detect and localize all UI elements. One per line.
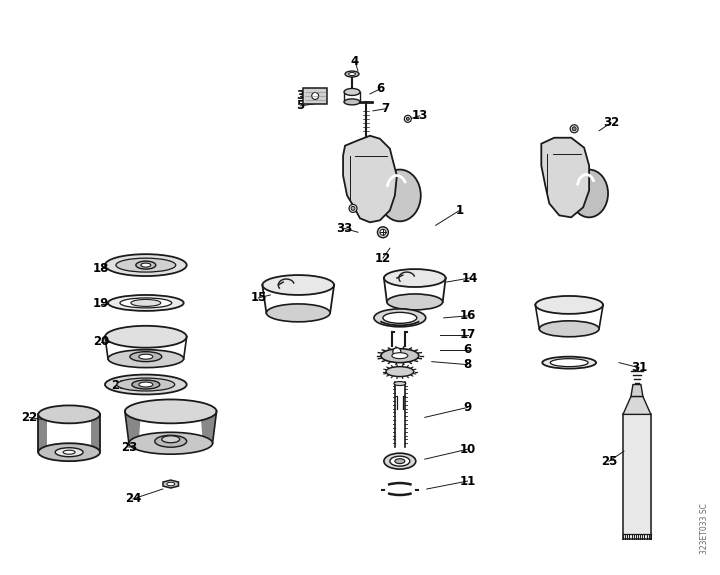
Ellipse shape (139, 354, 153, 359)
Polygon shape (343, 136, 397, 223)
Ellipse shape (345, 71, 359, 77)
Polygon shape (38, 416, 48, 450)
Ellipse shape (570, 125, 578, 133)
Ellipse shape (348, 72, 356, 75)
Text: 3: 3 (296, 90, 305, 102)
Ellipse shape (155, 435, 186, 447)
Ellipse shape (132, 380, 160, 389)
Ellipse shape (381, 348, 419, 363)
Polygon shape (303, 88, 327, 104)
Ellipse shape (387, 294, 443, 310)
Ellipse shape (384, 269, 446, 287)
Ellipse shape (117, 378, 175, 391)
Polygon shape (91, 416, 100, 450)
Text: 4: 4 (351, 55, 359, 68)
Ellipse shape (108, 295, 184, 311)
Ellipse shape (386, 367, 414, 377)
Polygon shape (125, 413, 141, 441)
Ellipse shape (374, 309, 426, 327)
Ellipse shape (390, 456, 410, 466)
Ellipse shape (383, 312, 417, 323)
Text: 13: 13 (412, 109, 428, 122)
Polygon shape (623, 397, 651, 415)
Text: 18: 18 (93, 262, 109, 275)
Ellipse shape (395, 459, 405, 463)
Ellipse shape (344, 89, 360, 95)
Text: 32: 32 (603, 116, 619, 129)
Ellipse shape (38, 405, 100, 423)
Ellipse shape (351, 206, 355, 210)
Ellipse shape (572, 126, 576, 131)
Text: 15: 15 (251, 292, 266, 304)
Ellipse shape (105, 254, 186, 276)
Text: 20: 20 (93, 335, 109, 348)
Text: 19: 19 (93, 297, 109, 311)
Ellipse shape (536, 296, 603, 314)
Text: 21: 21 (111, 379, 127, 392)
Text: 323ET033 SC: 323ET033 SC (700, 503, 708, 554)
Ellipse shape (130, 352, 162, 362)
Polygon shape (541, 138, 589, 217)
Ellipse shape (131, 300, 161, 306)
Ellipse shape (550, 359, 588, 367)
Ellipse shape (116, 258, 176, 272)
Ellipse shape (105, 326, 186, 348)
Ellipse shape (105, 374, 186, 394)
Text: 33: 33 (336, 222, 352, 235)
Text: 31: 31 (631, 361, 647, 374)
Text: 7: 7 (381, 102, 389, 116)
Ellipse shape (262, 275, 334, 295)
Text: 22: 22 (21, 411, 37, 424)
Ellipse shape (125, 400, 217, 423)
Ellipse shape (379, 170, 420, 221)
Ellipse shape (384, 453, 415, 469)
Ellipse shape (349, 204, 357, 212)
Text: 1: 1 (456, 204, 464, 217)
Text: 24: 24 (125, 492, 141, 505)
Ellipse shape (55, 448, 83, 457)
Ellipse shape (167, 482, 175, 486)
Text: 25: 25 (601, 455, 617, 467)
Text: 6: 6 (464, 343, 472, 356)
Ellipse shape (108, 350, 184, 367)
Text: 8: 8 (464, 358, 472, 371)
Ellipse shape (162, 436, 180, 443)
Text: 10: 10 (459, 443, 476, 456)
Text: 17: 17 (459, 328, 476, 342)
Ellipse shape (38, 443, 100, 461)
Text: 5: 5 (296, 99, 305, 112)
Polygon shape (631, 385, 643, 397)
Ellipse shape (380, 229, 386, 235)
Ellipse shape (570, 170, 608, 217)
Ellipse shape (129, 432, 212, 454)
Text: 11: 11 (459, 474, 476, 488)
Ellipse shape (120, 298, 172, 308)
Text: 14: 14 (462, 271, 478, 285)
Ellipse shape (394, 382, 406, 385)
Ellipse shape (393, 348, 401, 356)
Ellipse shape (139, 382, 153, 387)
Ellipse shape (266, 304, 330, 322)
Ellipse shape (136, 261, 156, 269)
Ellipse shape (344, 99, 360, 105)
Ellipse shape (539, 321, 599, 337)
Ellipse shape (392, 352, 408, 359)
Ellipse shape (312, 93, 319, 99)
Ellipse shape (141, 263, 150, 267)
Ellipse shape (377, 227, 388, 237)
Ellipse shape (406, 117, 409, 120)
Text: 16: 16 (459, 309, 476, 323)
Polygon shape (201, 413, 217, 441)
Text: 23: 23 (121, 440, 137, 454)
Ellipse shape (542, 356, 596, 369)
Polygon shape (163, 480, 179, 488)
Text: 6: 6 (376, 82, 384, 95)
Text: 9: 9 (464, 401, 472, 414)
Ellipse shape (405, 116, 411, 122)
Text: 12: 12 (375, 252, 391, 264)
Ellipse shape (63, 450, 75, 454)
